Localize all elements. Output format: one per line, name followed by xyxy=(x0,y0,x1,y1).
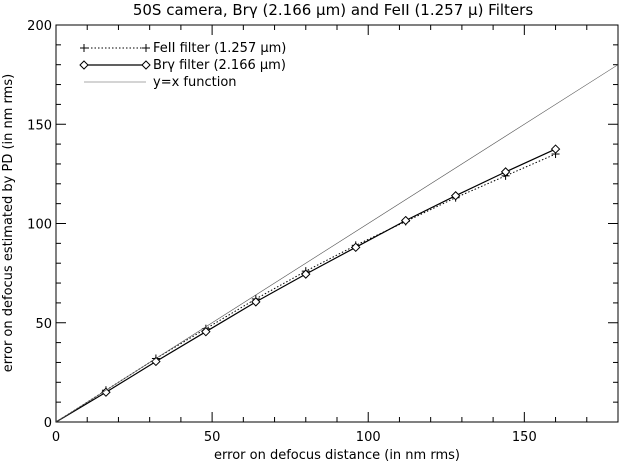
x-tick-label: 100 xyxy=(356,430,381,445)
series-layer xyxy=(56,64,618,422)
legend-item-brg: Brγ filter (2.166 µm) xyxy=(79,58,286,73)
series-line-0 xyxy=(56,153,556,422)
brg-point xyxy=(550,144,561,154)
x-tick-label: 150 xyxy=(512,430,537,445)
brg-point xyxy=(251,297,261,307)
brg-point xyxy=(450,191,461,201)
brg-point xyxy=(400,215,411,226)
series-line-2 xyxy=(56,64,618,422)
x-axis-label: error on defocus distance (in nm rms) xyxy=(214,448,460,463)
brg-point xyxy=(351,242,361,253)
legend-label-brg: Brγ filter (2.166 µm) xyxy=(153,58,286,73)
legend-marker-feii-start xyxy=(80,44,88,52)
legend-label-feii: FeII filter (1.257 µm) xyxy=(153,41,286,56)
legend-item-feii: FeII filter (1.257 µm) xyxy=(80,41,286,56)
y-tick-label: 100 xyxy=(27,218,52,233)
legend-item-yx: y=x function xyxy=(84,75,237,90)
legend-marker-brg-start xyxy=(79,60,89,70)
x-axis: 0 50 100 150 xyxy=(52,25,588,445)
legend-marker-feii-end xyxy=(142,44,150,52)
x-tick-label: 0 xyxy=(52,430,60,445)
y-axis: 0 50 100 150 200 xyxy=(27,19,618,431)
brg-point xyxy=(201,326,211,337)
y-tick-label: 0 xyxy=(44,416,52,431)
brg-point xyxy=(301,269,311,279)
y-tick-label: 50 xyxy=(35,317,52,332)
y-tick-label: 200 xyxy=(27,19,52,34)
series-line-1 xyxy=(56,148,556,422)
legend-marker-brg-end xyxy=(141,60,151,70)
brg-point xyxy=(101,387,111,397)
plot-frame xyxy=(55,24,619,423)
legend: FeII filter (1.257 µm) Brγ filter (2.166… xyxy=(79,41,286,90)
y-tick-label: 150 xyxy=(27,118,52,133)
x-tick-label: 50 xyxy=(204,430,221,445)
chart-title: 50S camera, Brγ (2.166 µm) and FeII (1.2… xyxy=(133,1,534,19)
legend-label-yx: y=x function xyxy=(153,75,237,90)
brg-point xyxy=(500,167,511,177)
y-axis-label: error on defocus estimated by PD (in nm … xyxy=(1,74,16,372)
